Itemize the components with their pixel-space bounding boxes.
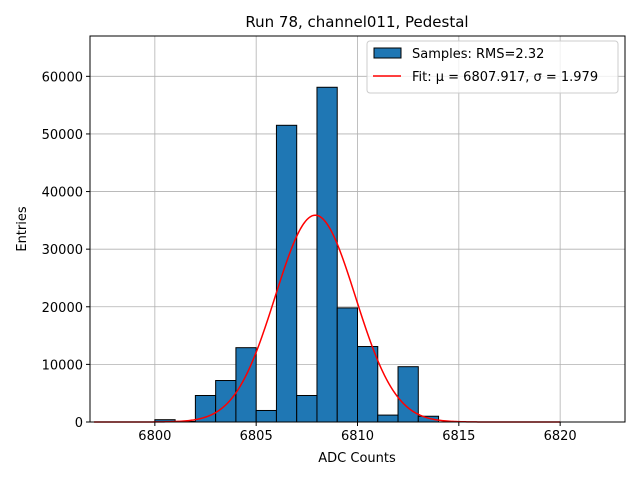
y-tick-label: 40000 <box>42 186 83 201</box>
histogram-bar <box>397 366 419 423</box>
y-axis-label: Entries <box>15 206 30 252</box>
y-tick-label: 20000 <box>42 301 83 316</box>
y-tick-label: 10000 <box>42 358 83 373</box>
histogram-bar <box>296 394 318 423</box>
histogram-bar <box>194 394 217 423</box>
y-tick-label: 50000 <box>42 128 83 143</box>
histogram-bar <box>377 414 399 423</box>
legend-fit-label: Fit: μ = 6807.917, σ = 1.979 <box>412 70 598 85</box>
legend-histogram-label: Samples: RMS=2.32 <box>412 47 544 62</box>
x-tick-label: 6805 <box>240 429 273 444</box>
legend: Samples: RMS=2.32 Fit: μ = 6807.917, σ =… <box>366 40 619 94</box>
x-tick-label: 6820 <box>544 429 577 444</box>
legend-histogram-swatch <box>373 47 402 59</box>
y-tick-label: 30000 <box>42 243 83 258</box>
histogram-bar <box>336 307 359 423</box>
y-tick-label: 0 <box>75 416 83 431</box>
histogram-bar <box>275 124 298 423</box>
legend-box <box>366 40 619 94</box>
x-tick-label: 6810 <box>341 429 374 444</box>
axis-ticks: 6800 6805 6810 6815 6820 0 10000 20000 30000 4000… <box>42 70 577 444</box>
histogram-bar <box>316 86 338 423</box>
x-tick-label: 6815 <box>442 429 475 444</box>
x-tick-label: 6800 <box>138 429 171 444</box>
x-axis-label: ADC Counts <box>318 451 396 466</box>
y-tick-label: 60000 <box>42 70 83 85</box>
chart-title: Run 78, channel011, Pedestal <box>245 13 468 31</box>
grid <box>90 36 625 423</box>
histogram-bar <box>255 409 277 423</box>
histogram-bar <box>215 380 237 423</box>
histogram-bar <box>357 346 379 423</box>
